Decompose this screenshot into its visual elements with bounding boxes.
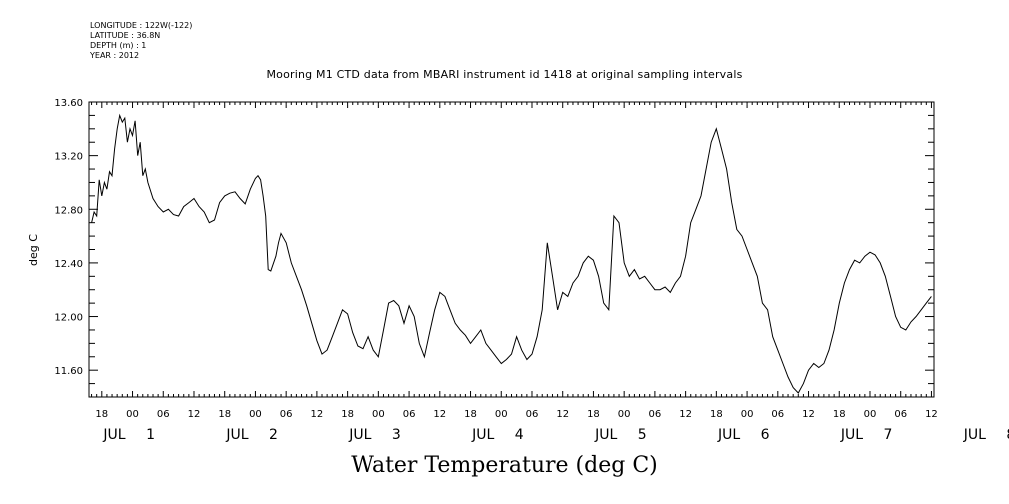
x-day-number-label: 6 (761, 427, 770, 443)
series-line-water-temperature (91, 113, 932, 394)
x-tick-label: 18 (710, 409, 723, 420)
x-tick-label: 18 (464, 409, 477, 420)
y-tick-label: 12.00 (54, 313, 83, 324)
x-day-number-label: 7 (884, 427, 893, 443)
x-day-number-label: 4 (515, 427, 524, 443)
x-tick-label: 12 (433, 409, 446, 420)
x-tick-label: 06 (403, 409, 416, 420)
longitude-label: LONGITUDE : 122W(-122) (90, 21, 193, 30)
x-tick-label: 00 (372, 409, 385, 420)
x-tick-label: 18 (95, 409, 108, 420)
x-tick-label: 00 (618, 409, 631, 420)
x-tick-label: 00 (495, 409, 508, 420)
x-tick-label: 06 (771, 409, 784, 420)
x-tick-label: 00 (249, 409, 262, 420)
x-tick-label: 00 (864, 409, 877, 420)
x-tick-label: 12 (556, 409, 569, 420)
x-day-number-label: 8 (1006, 427, 1009, 443)
x-tick-label: 06 (649, 409, 662, 420)
x-tick-label: 18 (218, 409, 231, 420)
x-tick-label: 06 (157, 409, 170, 420)
x-tick-label: 00 (741, 409, 754, 420)
x-tick-label: 12 (679, 409, 692, 420)
x-day-number-label: 3 (392, 427, 401, 443)
x-tick-label: 12 (925, 409, 938, 420)
x-tick-label: 06 (526, 409, 539, 420)
depth-label: DEPTH (m) : 1 (90, 41, 147, 50)
x-day-number-label: 1 (146, 427, 155, 443)
x-day-month-label: JUL (471, 427, 494, 443)
y-tick-label: 13.20 (54, 152, 83, 163)
x-tick-label: 00 (126, 409, 139, 420)
chart-title: Mooring M1 CTD data from MBARI instrumen… (266, 68, 743, 81)
x-day-month-label: JUL (102, 427, 125, 443)
x-day-month-label: JUL (717, 427, 740, 443)
x-day-number-label: 5 (638, 427, 647, 443)
x-tick-label: 06 (280, 409, 293, 420)
x-tick-label: 18 (341, 409, 354, 420)
x-tick-label: 06 (894, 409, 907, 420)
y-tick-label: 13.60 (54, 98, 83, 109)
x-tick-label: 18 (587, 409, 600, 420)
x-tick-label: 18 (833, 409, 846, 420)
x-tick-label: 12 (311, 409, 324, 420)
y-tick-label: 12.80 (54, 205, 83, 216)
x-axis-label: Water Temperature (deg C) (351, 453, 658, 478)
y-tick-label: 11.60 (54, 366, 83, 377)
x-tick-label: 12 (802, 409, 815, 420)
y-axis-label: deg C (27, 234, 40, 266)
x-day-month-label: JUL (963, 427, 986, 443)
x-day-month-label: JUL (840, 427, 863, 443)
x-axis: 18 00 06 12 18 00 06 12 18 00 06 12 18 00 06 12 18 00 06 12… (91, 102, 1009, 443)
y-tick-label: 12.40 (54, 259, 83, 270)
year-label: YEAR : 2012 (90, 51, 140, 60)
latitude-label: LATITUDE : 36.8N (90, 31, 161, 40)
x-day-number-label: 2 (269, 427, 278, 443)
x-day-month-label: JUL (594, 427, 617, 443)
x-day-month-label: JUL (348, 427, 371, 443)
y-axis: 13.60 13.20 12.80 12.40 12.00 11.60 (54, 98, 934, 398)
x-tick-label: 12 (188, 409, 201, 420)
x-day-month-label: JUL (225, 427, 248, 443)
metadata-block: LONGITUDE : 122W(-122) LATITUDE : 36.8N … (90, 21, 192, 61)
